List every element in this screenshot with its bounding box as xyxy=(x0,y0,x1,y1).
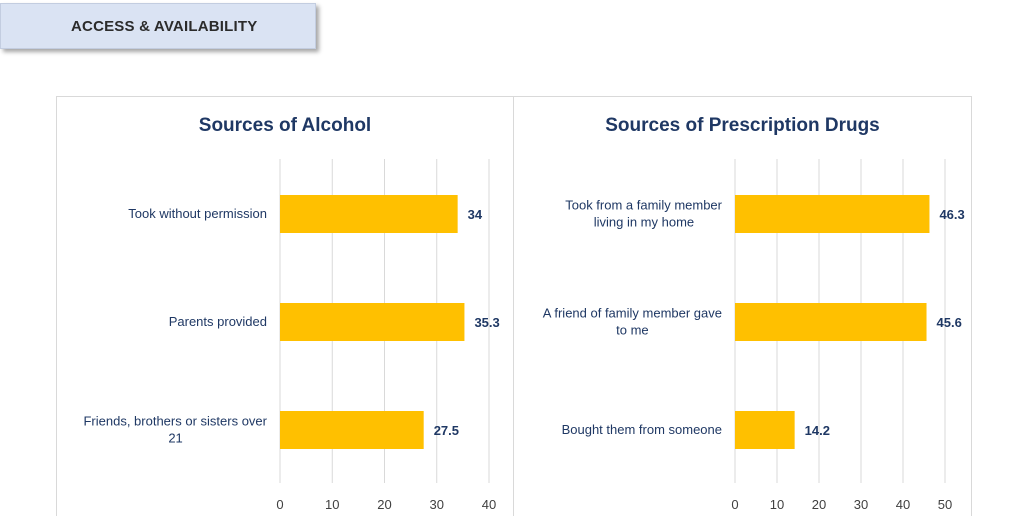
alcohol-value-label: 34 xyxy=(468,207,483,222)
chart-prescription-drugs: Took from a family member living in my ho… xyxy=(543,159,965,512)
alcohol-value-label: 35.3 xyxy=(474,315,499,330)
alcohol-category-label: Friends, brothers or sisters over xyxy=(83,414,267,429)
alcohol-bar xyxy=(280,411,424,449)
prescription-tick-label: 10 xyxy=(770,497,784,512)
prescription-tick-label: 20 xyxy=(812,497,826,512)
prescription-bar xyxy=(735,195,930,233)
alcohol-tick-label: 10 xyxy=(325,497,339,512)
alcohol-value-label: 27.5 xyxy=(434,423,459,438)
chart-alcohol: Took without permission 34 Parents provide… xyxy=(83,159,500,512)
prescription-category-label: to me xyxy=(616,323,649,338)
alcohol-tick-label: 0 xyxy=(276,497,283,512)
chart-title-prescription-drugs: Sources of Prescription Drugs xyxy=(605,115,880,136)
chart-title-alcohol: Sources of Alcohol xyxy=(198,115,372,136)
prescription-tick-label: 30 xyxy=(854,497,868,512)
prescription-tick-label: 50 xyxy=(938,497,952,512)
prescription-category-label: Bought them from someone xyxy=(562,422,722,437)
alcohol-category-label: 21 xyxy=(168,431,182,446)
alcohol-tick-label: 40 xyxy=(482,497,496,512)
prescription-tick-label: 40 xyxy=(896,497,910,512)
alcohol-bar xyxy=(280,195,458,233)
alcohol-tick-label: 20 xyxy=(377,497,391,512)
prescription-bar xyxy=(735,303,927,341)
section-header-title: ACCESS & AVAILABILITY xyxy=(71,17,258,35)
chart-panel-alcohol: Sources of Alcohol Took without permissi… xyxy=(56,96,514,516)
prescription-value-label: 46.3 xyxy=(939,207,964,222)
alcohol-bar xyxy=(280,303,465,341)
prescription-category-label: Took from a family member xyxy=(565,198,722,213)
prescription-bar xyxy=(735,411,795,449)
prescription-category-label: A friend of family member gave xyxy=(543,306,722,321)
prescription-value-label: 14.2 xyxy=(805,423,830,438)
alcohol-tick-label: 30 xyxy=(430,497,444,512)
prescription-tick-label: 0 xyxy=(731,497,738,512)
prescription-value-label: 45.6 xyxy=(937,315,962,330)
prescription-category-label: living in my home xyxy=(594,215,694,230)
section-header: ACCESS & AVAILABILITY xyxy=(0,3,316,49)
chart-panel-prescription-drugs: Sources of Prescription Drugs Took from … xyxy=(514,96,972,516)
alcohol-category-label: Parents provided xyxy=(169,314,267,329)
alcohol-category-label: Took without permission xyxy=(128,206,267,221)
